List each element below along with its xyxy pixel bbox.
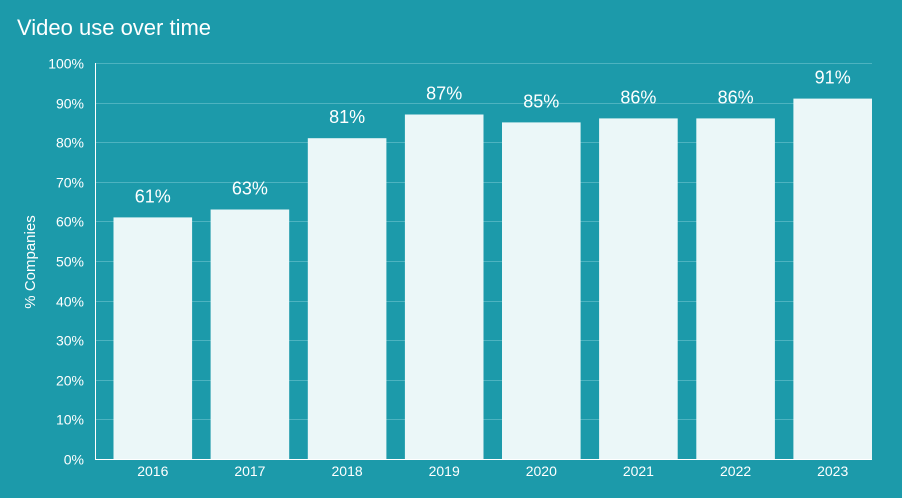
x-tick-label: 2023 bbox=[817, 463, 848, 479]
x-tick-label: 2018 bbox=[332, 463, 363, 479]
bar-2022 bbox=[696, 118, 775, 460]
x-axis-ticks: 2016 2017 2018 2019 2020 2021 2022 2023 bbox=[137, 463, 848, 479]
y-axis-ticks: 0% 10% 20% 30% 40% 50% 60% 70% 80% 90% 100% bbox=[48, 56, 84, 468]
x-tick-label: 2020 bbox=[526, 463, 557, 479]
bar-2021 bbox=[599, 118, 678, 460]
data-label: 87% bbox=[426, 84, 462, 104]
data-label: 61% bbox=[135, 186, 171, 206]
y-tick-label: 20% bbox=[56, 373, 84, 389]
y-tick-label: 50% bbox=[56, 254, 84, 270]
x-tick-label: 2017 bbox=[234, 463, 265, 479]
x-tick-label: 2019 bbox=[429, 463, 460, 479]
y-tick-label: 90% bbox=[56, 96, 84, 112]
y-tick-label: 70% bbox=[56, 175, 84, 191]
y-tick-label: 80% bbox=[56, 135, 84, 151]
bar-2016 bbox=[113, 217, 193, 459]
x-tick-label: 2022 bbox=[720, 463, 751, 479]
y-tick-label: 0% bbox=[64, 452, 84, 468]
x-tick-label: 2016 bbox=[137, 463, 168, 479]
chart-title: Video use over time bbox=[17, 15, 211, 40]
bar-2023 bbox=[793, 98, 872, 459]
data-label: 91% bbox=[815, 68, 851, 88]
data-label: 86% bbox=[718, 87, 754, 107]
y-tick-label: 30% bbox=[56, 333, 84, 349]
bars bbox=[113, 98, 872, 460]
y-axis-label: % Companies bbox=[22, 215, 39, 308]
bar-2017 bbox=[210, 209, 290, 459]
bar-2020 bbox=[502, 122, 581, 460]
data-labels: 61% 63% 81% 87% 85% 86% 86% 91% bbox=[135, 68, 851, 207]
y-tick-label: 10% bbox=[56, 412, 84, 428]
y-tick-label: 40% bbox=[56, 294, 84, 310]
x-tick-label: 2021 bbox=[623, 463, 654, 479]
bar-2018 bbox=[307, 138, 387, 459]
bar-2019 bbox=[404, 114, 484, 459]
data-label: 81% bbox=[329, 107, 365, 127]
y-tick-label: 100% bbox=[48, 56, 84, 72]
data-label: 63% bbox=[232, 179, 268, 199]
y-tick-label: 60% bbox=[56, 214, 84, 230]
data-label: 86% bbox=[620, 87, 656, 107]
axes bbox=[95, 63, 872, 460]
data-label: 85% bbox=[523, 91, 559, 111]
